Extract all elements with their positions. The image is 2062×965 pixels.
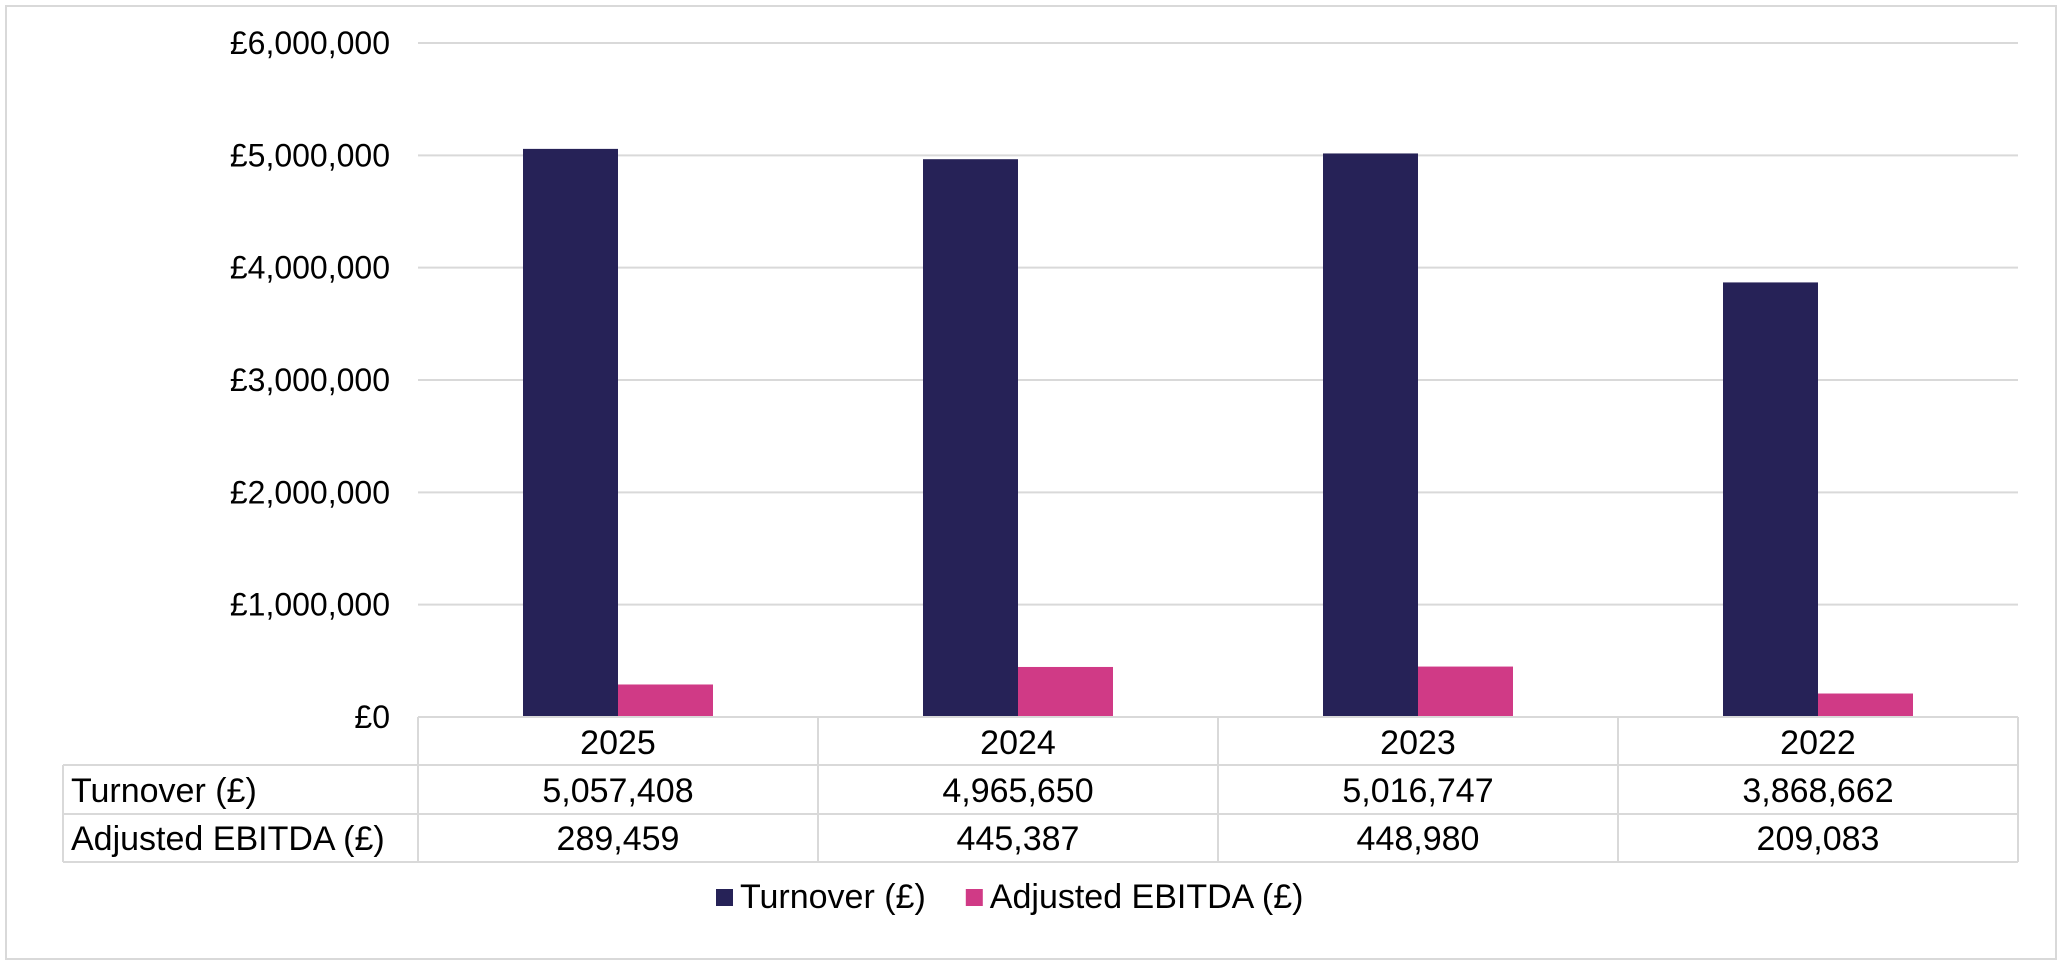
x-tick-label: 2025 — [580, 724, 656, 762]
bars — [523, 148, 1913, 717]
bar — [618, 684, 713, 717]
legend-swatch — [965, 889, 983, 906]
y-tick-label: £4,000,000 — [230, 250, 390, 286]
data-label: 5,057,408 — [542, 772, 693, 810]
y-axis-tick-labels: £0 £1,000,000 £2,000,000 £3,000,000 £4,000,0… — [230, 25, 390, 735]
legend-swatch — [716, 889, 733, 906]
table-row-header: Adjusted EBITDA (£) — [71, 820, 385, 858]
data-table: 2025 2024 2023 2022 Turnover (£) 5,057,408 4,9… — [62, 716, 2019, 863]
chart-border — [5, 5, 2057, 960]
legend-label: Turnover (£) — [740, 878, 926, 916]
legend-label: Adjusted EBITDA (£) — [990, 878, 1304, 916]
legend: Turnover (£) Adjusted EBITDA (£) — [716, 878, 1303, 916]
bar — [1723, 282, 1818, 717]
y-tick-label: £0 — [354, 699, 390, 735]
x-tick-label: 2022 — [1780, 724, 1856, 762]
table-row-header: Turnover (£) — [71, 772, 257, 810]
bar — [923, 159, 1018, 717]
y-tick-label: £3,000,000 — [230, 362, 390, 398]
data-label: 448,980 — [1357, 820, 1480, 858]
data-label: 445,387 — [957, 820, 1080, 858]
y-tick-label: £2,000,000 — [230, 474, 390, 510]
bar — [1818, 693, 1913, 717]
data-label: 4,965,650 — [942, 772, 1093, 810]
data-label: 209,083 — [1757, 820, 1880, 858]
data-label: 5,016,747 — [1342, 772, 1493, 810]
y-tick-label: £1,000,000 — [230, 587, 390, 623]
y-tick-label: £5,000,000 — [230, 137, 390, 173]
x-tick-label: 2023 — [1380, 724, 1456, 762]
data-label: 3,868,662 — [1742, 772, 1893, 810]
bar — [1323, 153, 1418, 717]
data-label: 289,459 — [557, 820, 680, 858]
bar — [523, 148, 618, 717]
bar — [1018, 666, 1113, 717]
y-tick-label: £6,000,000 — [230, 25, 390, 61]
x-tick-label: 2024 — [980, 724, 1056, 762]
bar — [1418, 666, 1513, 717]
